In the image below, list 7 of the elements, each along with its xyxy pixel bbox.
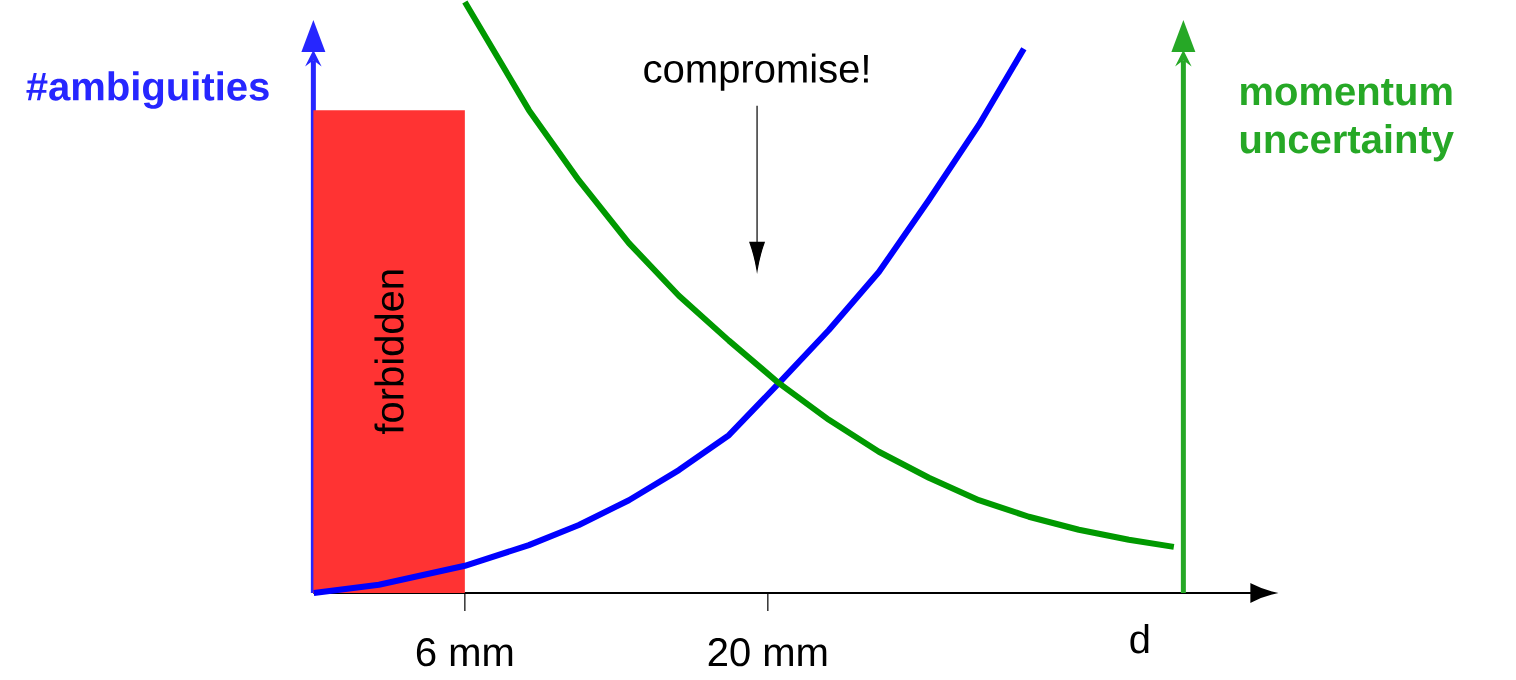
y2-axis-title: momentum uncertainty	[1240, 78, 1454, 162]
x-tick-label: 6 mm	[416, 638, 513, 667]
band-label: forbidden	[374, 270, 404, 435]
y-axis-title: #ambiguities	[26, 71, 269, 109]
x-axis-title: d	[1130, 624, 1149, 654]
x-tick-label: 20 mm	[708, 638, 827, 667]
annotation: compromise!	[644, 53, 868, 91]
